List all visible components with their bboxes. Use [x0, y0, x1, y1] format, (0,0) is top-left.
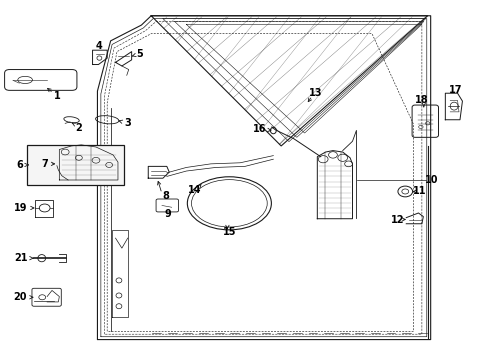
Text: 10: 10 — [425, 175, 439, 185]
Text: 5: 5 — [137, 49, 143, 59]
FancyBboxPatch shape — [27, 145, 124, 185]
Text: 8: 8 — [162, 191, 169, 201]
Text: 7: 7 — [41, 159, 48, 169]
Text: 1: 1 — [53, 91, 60, 101]
Text: 13: 13 — [309, 88, 322, 98]
Text: 2: 2 — [75, 123, 82, 133]
Text: 19: 19 — [14, 203, 27, 213]
Text: 4: 4 — [96, 41, 103, 51]
Text: 16: 16 — [253, 125, 267, 134]
Text: 20: 20 — [14, 292, 27, 302]
Text: 17: 17 — [449, 85, 463, 95]
Text: 9: 9 — [165, 209, 171, 219]
Text: 12: 12 — [391, 215, 404, 225]
Text: 11: 11 — [413, 186, 427, 197]
Text: 18: 18 — [415, 95, 429, 105]
Text: 15: 15 — [222, 227, 236, 237]
Text: 3: 3 — [124, 118, 131, 128]
Text: 21: 21 — [15, 253, 28, 263]
Text: 6: 6 — [17, 160, 24, 170]
Text: 14: 14 — [189, 185, 202, 195]
